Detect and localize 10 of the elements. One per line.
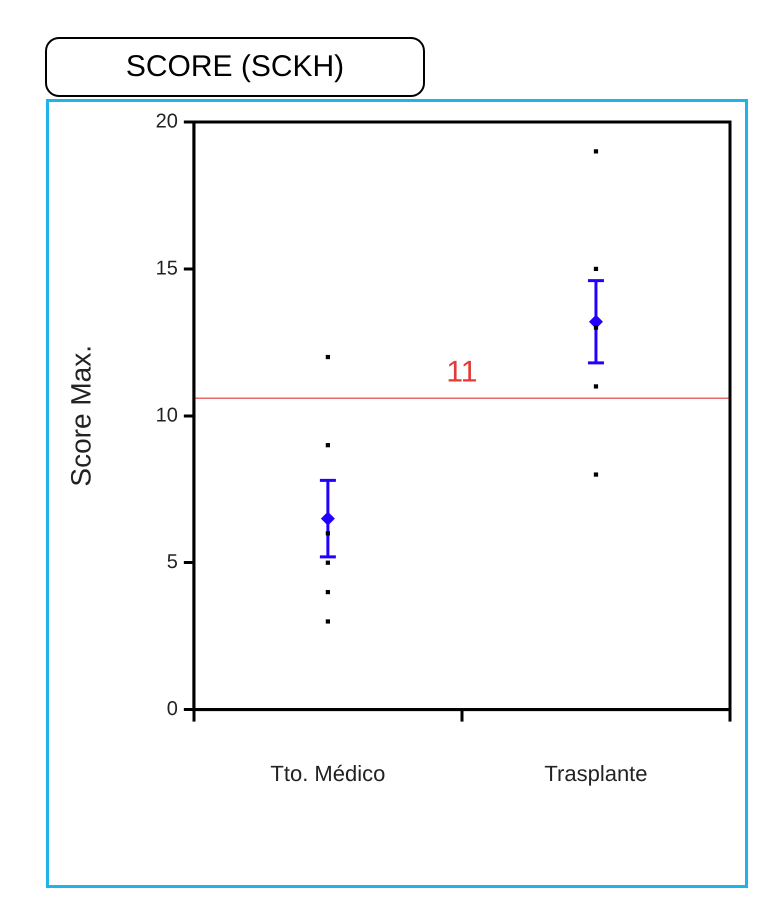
- y-axis-title: Score Max.: [66, 344, 97, 487]
- x-tick-label: Trasplante: [544, 760, 648, 786]
- y-tick-label: 15: [156, 257, 178, 280]
- chart-title: SCORE (SCKH): [45, 37, 425, 97]
- y-tick-label: 20: [156, 110, 178, 133]
- y-tick-label: 0: [166, 698, 178, 720]
- ref-line-label: 11: [446, 355, 478, 388]
- x-tick-label: Tto. Médico: [270, 760, 386, 786]
- y-tick-label: 5: [166, 551, 178, 574]
- y-tick-label: 10: [156, 404, 178, 426]
